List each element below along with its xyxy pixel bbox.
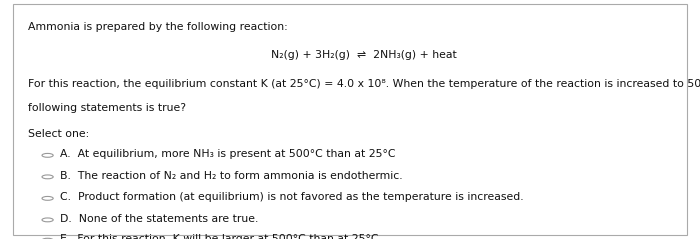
Text: Ammonia is prepared by the following reaction:: Ammonia is prepared by the following rea… <box>28 22 288 32</box>
Text: following statements is true?: following statements is true? <box>28 103 186 113</box>
Ellipse shape <box>42 196 53 200</box>
Text: B.  The reaction of N₂ and H₂ to form ammonia is endothermic.: B. The reaction of N₂ and H₂ to form amm… <box>60 171 402 181</box>
Text: D.  None of the statements are true.: D. None of the statements are true. <box>60 214 258 224</box>
Text: Select one:: Select one: <box>28 129 90 139</box>
Ellipse shape <box>42 238 53 239</box>
Ellipse shape <box>42 175 53 179</box>
Ellipse shape <box>42 153 53 157</box>
Text: N₂(g) + 3H₂(g)  ⇌  2NH₃(g) + heat: N₂(g) + 3H₂(g) ⇌ 2NH₃(g) + heat <box>271 50 457 60</box>
Text: E.  For this reaction, K will be larger at 500°C than at 25°C.: E. For this reaction, K will be larger a… <box>60 234 382 239</box>
Text: A.  At equilibrium, more NH₃ is present at 500°C than at 25°C: A. At equilibrium, more NH₃ is present a… <box>60 149 395 159</box>
Text: C.  Product formation (at equilibrium) is not favored as the temperature is incr: C. Product formation (at equilibrium) is… <box>60 192 523 202</box>
Ellipse shape <box>42 218 53 222</box>
Text: For this reaction, the equilibrium constant K (at 25°C) = 4.0 x 10⁸. When the te: For this reaction, the equilibrium const… <box>28 79 700 89</box>
